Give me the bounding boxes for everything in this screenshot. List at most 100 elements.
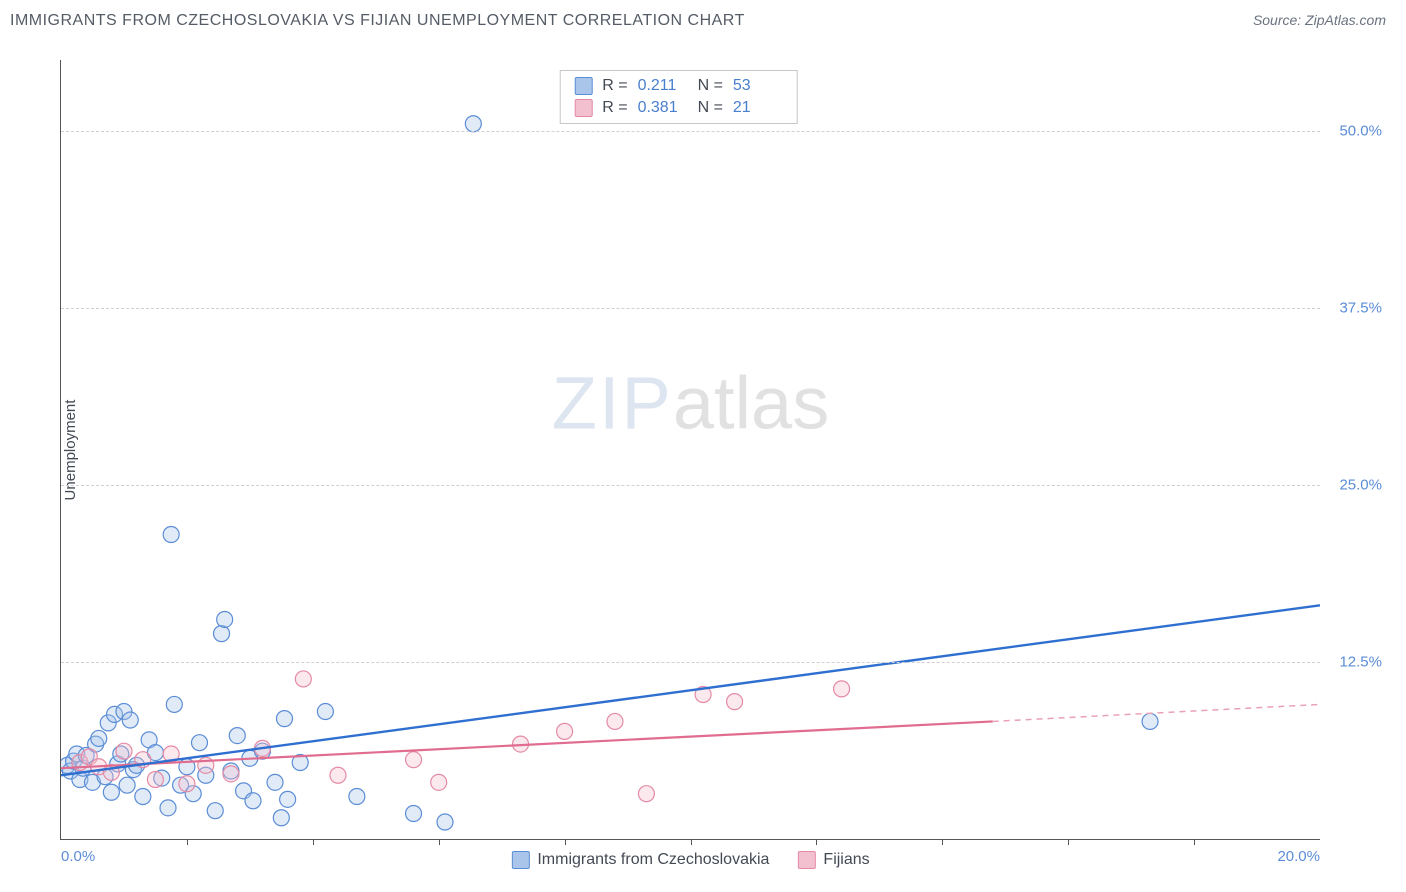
data-point [273,810,289,826]
xtick-minor [691,839,692,845]
data-point [113,746,129,762]
xtick-minor [565,839,566,845]
data-point [166,696,182,712]
trend-line [61,605,1320,775]
ytick-label: 50.0% [1339,122,1382,139]
data-point [110,756,126,772]
data-point [119,777,135,793]
data-point [191,735,207,751]
legend-row-series-0: R = 0.211 N = 53 [574,75,783,97]
watermark-zip: ZIP [552,361,673,444]
data-point [163,526,179,542]
legend-swatch-0 [574,77,592,95]
data-point [214,626,230,642]
data-point [236,783,252,799]
data-point [147,745,163,761]
data-point [179,776,195,792]
x-axis-legend: Immigrants from Czechoslovakia Fijians [511,851,869,869]
data-point [229,728,245,744]
data-point [267,774,283,790]
data-point [61,757,75,773]
data-point [78,747,94,763]
data-point [607,713,623,729]
xtick-label: 0.0% [61,848,95,865]
data-point [163,746,179,762]
data-point [75,760,91,776]
data-point [179,759,195,775]
data-point [185,786,201,802]
x-legend-item-1: Fijians [797,851,869,869]
data-point [72,755,88,771]
data-point [513,736,529,752]
watermark-atlas: atlas [673,361,829,444]
xtick-label: 20.0% [1277,848,1320,865]
data-point [116,743,132,759]
data-point [88,736,104,752]
data-point [122,712,138,728]
data-point [66,753,82,769]
legend-swatch-1 [574,99,592,117]
ytick-label: 25.0% [1339,476,1382,493]
data-point [198,757,214,773]
data-point [276,711,292,727]
data-point [103,784,119,800]
plot-area: ZIPatlas R = 0.211 N = 53 R = 0.381 N = … [60,60,1320,840]
data-point [223,763,239,779]
data-point [245,793,261,809]
data-point [116,704,132,720]
data-point [254,743,270,759]
gridline-h [61,308,1320,309]
chart-title: IMMIGRANTS FROM CZECHOSLOVAKIA VS FIJIAN… [10,12,745,30]
x-legend-label-1: Fijians [823,851,869,869]
data-point [69,746,85,762]
data-point [103,764,119,780]
data-point [242,750,258,766]
legend-n-value-0: 53 [733,77,783,95]
data-point [217,611,233,627]
data-point [834,681,850,697]
gridline-h [61,662,1320,663]
data-point [557,723,573,739]
legend-n-label: N = [698,77,723,95]
data-point [295,671,311,687]
data-point [135,752,151,768]
data-point [727,694,743,710]
data-point [91,759,107,775]
x-legend-item-0: Immigrants from Czechoslovakia [511,851,769,869]
data-point [292,755,308,771]
data-point [84,774,100,790]
ytick-label: 37.5% [1339,299,1382,316]
data-point [129,757,145,773]
data-point [349,789,365,805]
data-point [695,687,711,703]
data-point [1142,713,1158,729]
data-point [100,715,116,731]
trend-line [993,704,1320,721]
xtick-minor [187,839,188,845]
xtick-minor [1194,839,1195,845]
data-point [207,803,223,819]
x-legend-label-0: Immigrants from Czechoslovakia [537,851,769,869]
data-point [147,772,163,788]
data-point [107,706,123,722]
data-point [160,800,176,816]
x-legend-swatch-1 [797,851,815,869]
data-point [317,704,333,720]
data-point [431,774,447,790]
gridline-h [61,131,1320,132]
data-point [223,766,239,782]
x-legend-swatch-0 [511,851,529,869]
data-point [198,767,214,783]
correlation-legend: R = 0.211 N = 53 R = 0.381 N = 21 [559,70,798,124]
data-point [330,767,346,783]
xtick-minor [313,839,314,845]
data-point [254,740,270,756]
xtick-minor [816,839,817,845]
data-point [280,791,296,807]
watermark: ZIPatlas [552,360,829,445]
data-point [81,749,97,765]
legend-r-value-1: 0.381 [638,99,688,117]
legend-n-label: N = [698,99,723,117]
legend-n-value-1: 21 [733,99,783,117]
legend-r-label: R = [602,99,627,117]
